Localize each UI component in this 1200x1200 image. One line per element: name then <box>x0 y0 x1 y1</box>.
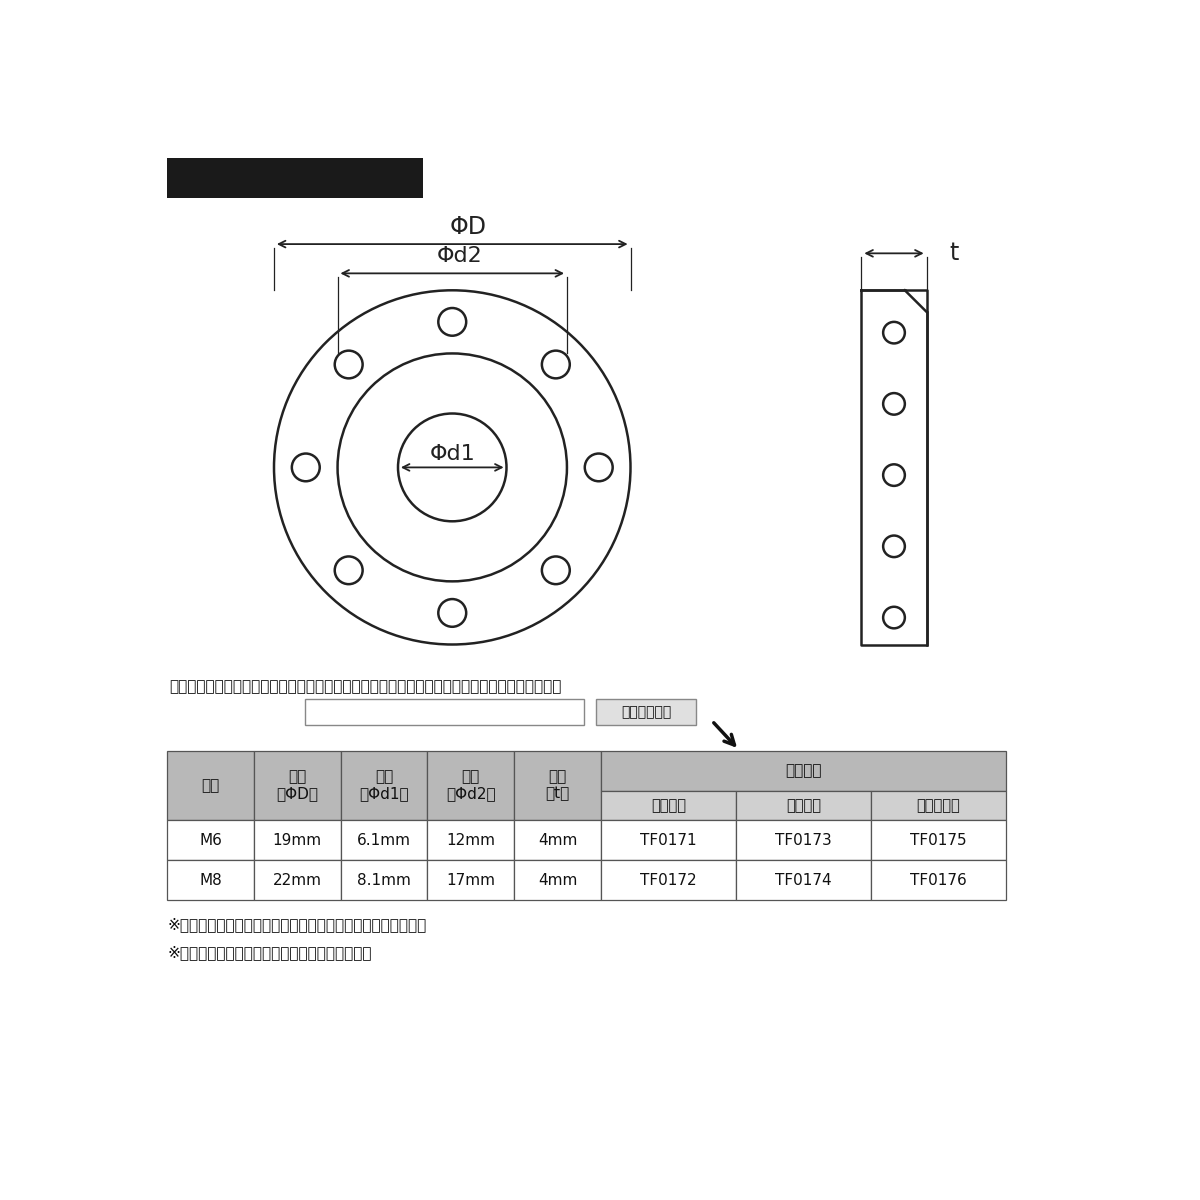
Bar <box>427 751 515 820</box>
Bar <box>254 820 341 860</box>
Text: 17mm: 17mm <box>446 872 496 888</box>
Bar <box>601 820 736 860</box>
Bar <box>167 820 254 860</box>
Text: 19mm: 19mm <box>272 833 322 847</box>
Bar <box>515 751 601 820</box>
Text: 枠径
（Φd2）: 枠径 （Φd2） <box>446 769 496 802</box>
Text: ΦD: ΦD <box>449 215 486 239</box>
Text: 焼きチタン: 焼きチタン <box>917 798 960 812</box>
Bar <box>305 700 584 725</box>
Bar <box>736 820 871 860</box>
Bar <box>427 820 515 860</box>
Bar <box>871 820 1006 860</box>
Text: 当店品番: 当店品番 <box>785 763 822 779</box>
Text: シルバー: シルバー <box>650 798 686 812</box>
Text: ストア内検索に商品番号を入力していただけますとお探しの商品に素早くアクセスができます。: ストア内検索に商品番号を入力していただけますとお探しの商品に素早くアクセスができ… <box>169 679 562 695</box>
Bar <box>254 751 341 820</box>
Bar <box>167 751 254 820</box>
Bar <box>601 860 736 900</box>
Bar <box>254 860 341 900</box>
Text: ※記載のサイズは平均値です。個体により誤差がございます。: ※記載のサイズは平均値です。個体により誤差がございます。 <box>167 917 426 932</box>
Bar <box>601 751 1006 791</box>
Bar <box>341 860 427 900</box>
Bar <box>595 700 696 725</box>
Text: 内径
（Φd1）: 内径 （Φd1） <box>359 769 409 802</box>
Bar <box>871 860 1006 900</box>
Text: ストア内検索: ストア内検索 <box>620 706 671 719</box>
Text: 8.1mm: 8.1mm <box>358 872 410 888</box>
Text: ※個体差により着色が異なる場合がございます。: ※個体差により着色が異なる場合がございます。 <box>167 944 372 960</box>
Text: 厚さ
（t）: 厚さ （t） <box>546 769 570 802</box>
Text: 外径
（ΦD）: 外径 （ΦD） <box>276 769 318 802</box>
Bar <box>736 860 871 900</box>
Text: Φd1: Φd1 <box>430 444 475 463</box>
Text: ゴールド: ゴールド <box>786 798 821 812</box>
Text: 4mm: 4mm <box>538 833 577 847</box>
Bar <box>871 791 1006 820</box>
Bar <box>515 820 601 860</box>
Text: 4mm: 4mm <box>538 872 577 888</box>
Bar <box>736 791 871 820</box>
Text: Φd2: Φd2 <box>437 246 482 266</box>
Text: 6.1mm: 6.1mm <box>358 833 412 847</box>
Text: 12mm: 12mm <box>446 833 496 847</box>
Bar <box>167 860 254 900</box>
Text: M8: M8 <box>199 872 222 888</box>
Bar <box>427 860 515 900</box>
Bar <box>515 860 601 900</box>
Text: 呼び: 呼び <box>202 778 220 793</box>
Text: TF0172: TF0172 <box>640 872 697 888</box>
Text: t: t <box>950 241 959 265</box>
Bar <box>341 751 427 820</box>
Text: M6: M6 <box>199 833 222 847</box>
Bar <box>167 158 422 198</box>
Text: 22mm: 22mm <box>272 872 322 888</box>
Text: TF0171: TF0171 <box>640 833 697 847</box>
Text: TF0175: TF0175 <box>910 833 966 847</box>
Text: ラインアップ＆サイズ: ラインアップ＆サイズ <box>178 164 336 191</box>
Text: TF0176: TF0176 <box>910 872 966 888</box>
Text: TF0174: TF0174 <box>775 872 832 888</box>
Bar <box>601 791 736 820</box>
Text: TF0173: TF0173 <box>775 833 832 847</box>
Bar <box>341 820 427 860</box>
